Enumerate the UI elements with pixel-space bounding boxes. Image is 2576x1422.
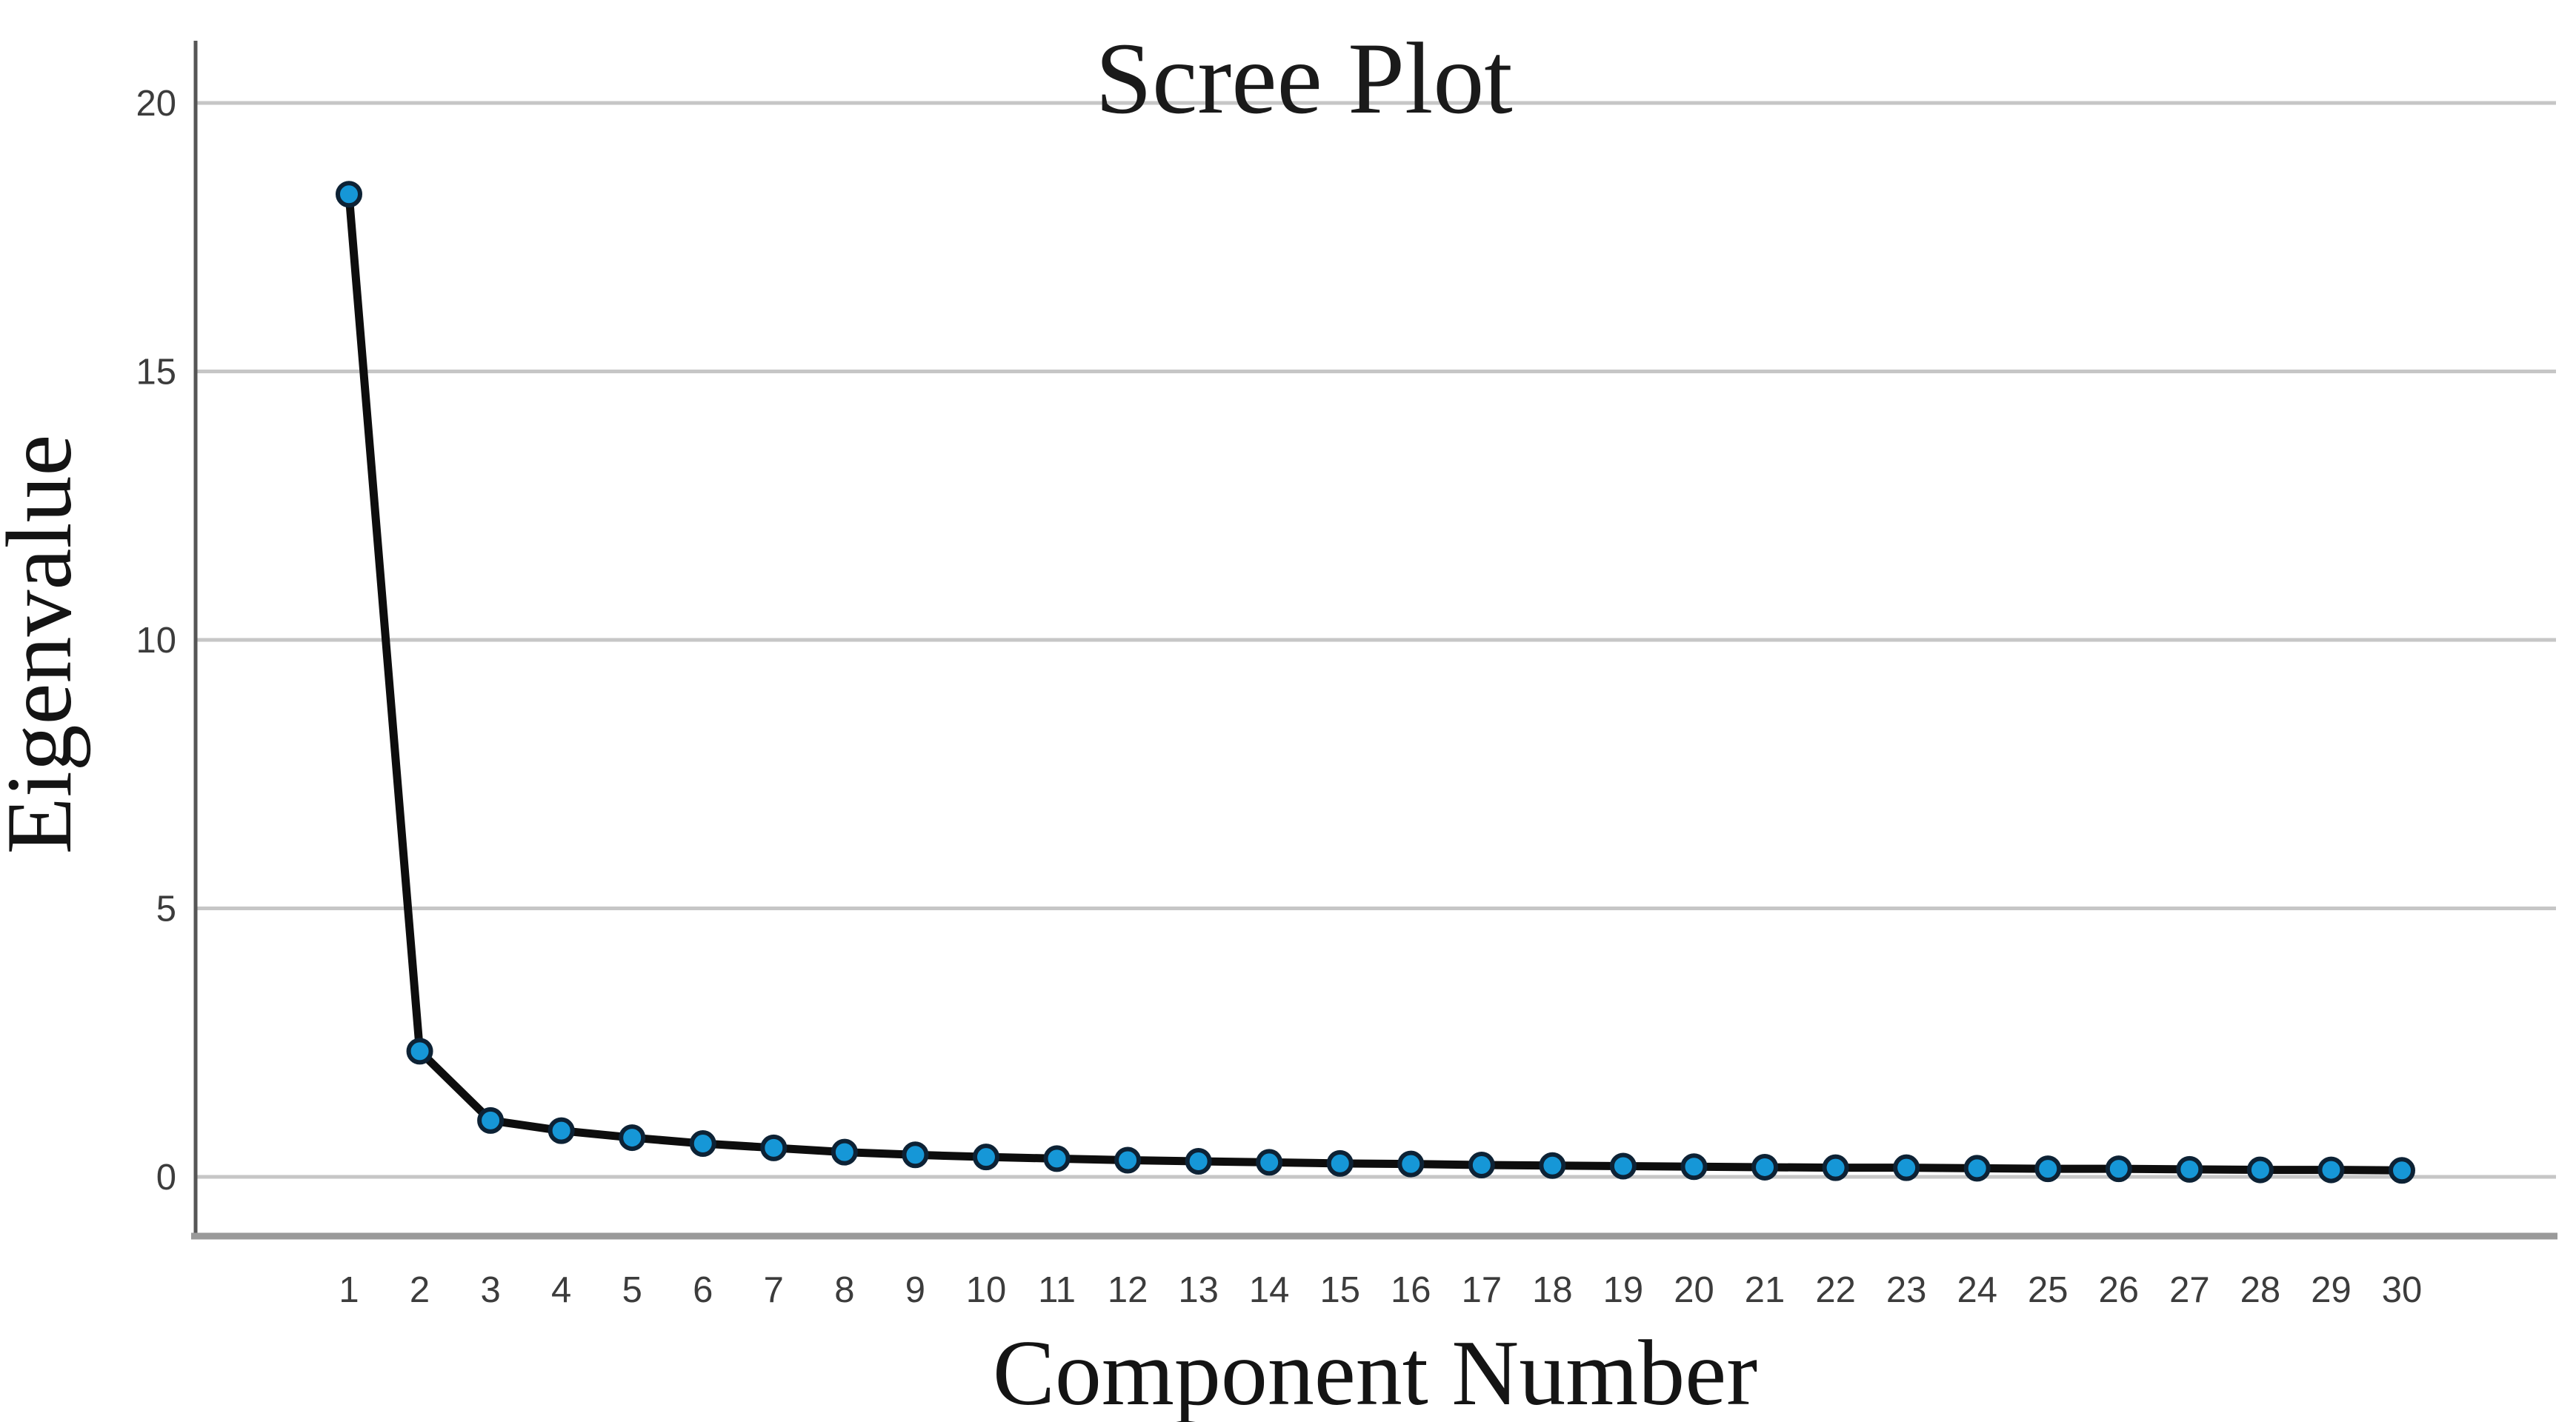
x-tick-label: 30 xyxy=(2382,1270,2423,1310)
data-point xyxy=(2034,1155,2062,1183)
data-point xyxy=(972,1144,999,1171)
x-tick-label: 7 xyxy=(764,1270,784,1310)
data-point xyxy=(406,1038,433,1065)
x-tick-label: 10 xyxy=(966,1270,1007,1310)
data-point xyxy=(2246,1156,2274,1184)
x-tick-label: 26 xyxy=(2099,1270,2140,1310)
y-tick-label: 15 xyxy=(136,353,176,393)
x-axis-title: Component Number xyxy=(993,1322,1757,1422)
gridlines xyxy=(194,101,2556,1179)
data-point xyxy=(2317,1156,2345,1184)
x-tick-label: 8 xyxy=(834,1270,854,1310)
x-tick-label: 17 xyxy=(1462,1270,1502,1310)
x-tick-label: 19 xyxy=(1603,1270,1644,1310)
data-point xyxy=(760,1134,788,1161)
x-tick-label: 27 xyxy=(2169,1270,2210,1310)
x-tick-label: 21 xyxy=(1745,1270,1785,1310)
x-tick-label: 25 xyxy=(2028,1270,2069,1310)
data-point xyxy=(336,181,362,208)
data-point xyxy=(1893,1154,1920,1181)
series-line xyxy=(345,190,2406,1175)
x-tick-label: 11 xyxy=(1038,1270,1076,1310)
data-point xyxy=(689,1130,716,1158)
y-tick-label: 20 xyxy=(136,84,176,124)
data-point xyxy=(548,1117,575,1144)
data-point xyxy=(1539,1152,1566,1179)
data-point xyxy=(1397,1150,1425,1178)
x-tick-label: 29 xyxy=(2311,1270,2352,1310)
y-axis-title: Eigenvalue xyxy=(0,435,91,855)
x-tick-label: 9 xyxy=(905,1270,925,1310)
x-tick-label: 23 xyxy=(1886,1270,1927,1310)
data-point xyxy=(1822,1154,1849,1181)
data-point xyxy=(1326,1149,1354,1177)
x-tick-label: 24 xyxy=(1957,1270,1997,1310)
x-tick-label: 1 xyxy=(339,1270,359,1310)
data-point xyxy=(1256,1149,1283,1176)
data-point xyxy=(1043,1145,1071,1172)
x-tick-label: 3 xyxy=(480,1270,500,1310)
x-tick-label: 18 xyxy=(1532,1270,1573,1310)
data-point xyxy=(477,1106,505,1134)
chart-title: Scree Plot xyxy=(1095,21,1512,135)
x-tick-label: 2 xyxy=(410,1270,430,1310)
x-tick-label: 14 xyxy=(1249,1270,1290,1310)
eigenvalue-series xyxy=(336,181,2416,1184)
data-point xyxy=(1963,1155,1991,1182)
x-tick-label: 12 xyxy=(1108,1270,1148,1310)
data-point xyxy=(1468,1152,1495,1179)
data-point xyxy=(1751,1153,1779,1181)
axes xyxy=(191,41,2557,1240)
x-axis-tick-labels: 1 2 3 4 5 6 7 8 9 10 11 12 13 14 15 16 17 18 19 20 21 22 23 24 2… xyxy=(339,1270,2422,1310)
y-tick-label: 10 xyxy=(136,621,176,661)
data-point xyxy=(1680,1153,1708,1181)
y-tick-label: 5 xyxy=(156,889,176,929)
data-point xyxy=(2105,1155,2132,1183)
y-tick-label: 0 xyxy=(156,1158,176,1198)
y-axis-tick-labels: 0 5 10 15 20 xyxy=(136,84,176,1198)
data-point xyxy=(1609,1152,1637,1180)
x-tick-label: 20 xyxy=(1674,1270,1714,1310)
x-tick-label: 4 xyxy=(551,1270,571,1310)
data-point xyxy=(902,1141,929,1169)
x-tick-label: 13 xyxy=(1178,1270,1219,1310)
data-point xyxy=(619,1124,646,1152)
data-point xyxy=(1114,1146,1142,1174)
data-point xyxy=(831,1138,858,1166)
x-tick-label: 28 xyxy=(2240,1270,2281,1310)
x-tick-label: 22 xyxy=(1815,1270,1856,1310)
x-tick-label: 5 xyxy=(622,1270,642,1310)
data-point xyxy=(1185,1147,1212,1175)
data-point xyxy=(2389,1157,2416,1184)
data-point xyxy=(2176,1155,2203,1183)
x-tick-label: 16 xyxy=(1391,1270,1431,1310)
x-tick-label: 15 xyxy=(1319,1270,1360,1310)
x-tick-label: 6 xyxy=(693,1270,713,1310)
